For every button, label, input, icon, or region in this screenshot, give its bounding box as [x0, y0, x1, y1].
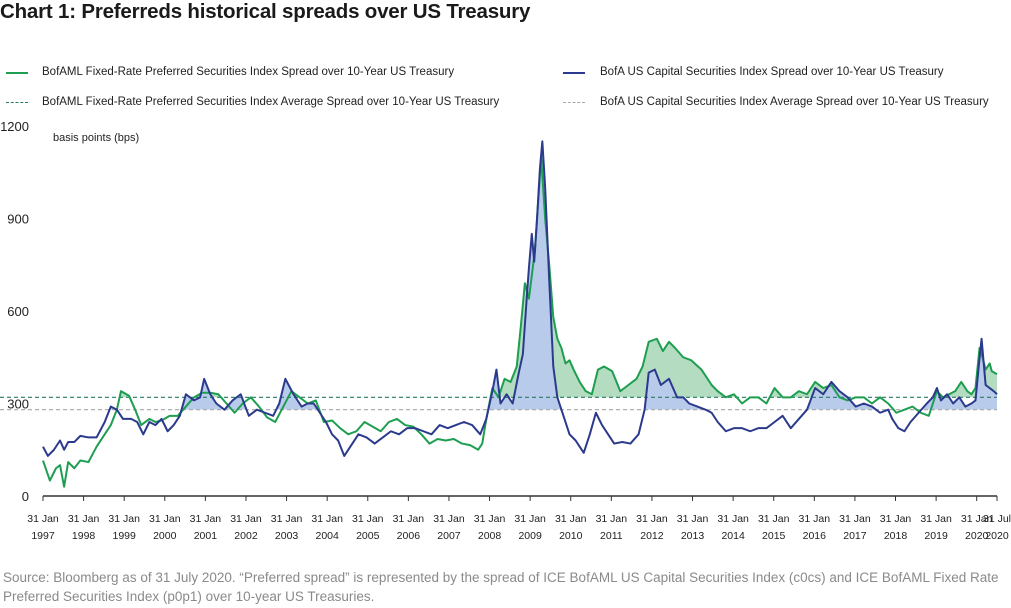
x-tick-label: 31 Jan	[636, 513, 668, 525]
y-tick-label: 300	[7, 397, 29, 412]
x-tick-label: 2010	[559, 530, 583, 542]
x-axis-ticks: 31 Jan 1997 31 Jan 1998 31 Jan 1999 31 Jan 2000…	[27, 496, 1011, 542]
x-tick-label: 31 Jan	[149, 513, 181, 525]
x-tick-label: 31 Jan	[27, 513, 59, 525]
x-tick-label: 31 Jan	[474, 513, 506, 525]
y-tick-label: 600	[7, 304, 29, 319]
x-tick-label: 31 Jan	[393, 513, 425, 525]
x-tick-label: 31 Jan	[799, 513, 831, 525]
fill-fixed-rate-above-average	[43, 156, 997, 398]
legend-swatch-fixed-rate	[6, 72, 28, 74]
x-tick-label: 1997	[31, 530, 55, 542]
legend-swatch-capital-securities	[563, 72, 585, 74]
x-tick-label: 2008	[478, 530, 502, 542]
y-tick-label: 1200	[0, 119, 29, 134]
x-tick-label: 2019	[924, 530, 948, 542]
source-note: Source: Bloomberg as of 31 July 2020. “P…	[3, 570, 999, 604]
x-tick-label: 2018	[884, 530, 908, 542]
x-tick-label: 31 Jan	[717, 513, 749, 525]
y-tick-label: 900	[7, 212, 29, 227]
x-tick-label: 2000	[153, 530, 177, 542]
x-tick-label: 2006	[397, 530, 421, 542]
x-tick-label: 1998	[72, 530, 96, 542]
x-tick-label: 2009	[518, 530, 542, 542]
x-tick-label: 31 Jan	[68, 513, 100, 525]
x-tick-label: 31 Jan	[514, 513, 546, 525]
legend-capital-securities-spread: BofA US Capital Securities Index Spread …	[600, 66, 944, 78]
x-tick-label: 31 Jan	[961, 513, 993, 525]
series-line-capital-securities	[42, 140, 998, 457]
x-tick-label: 31 Jan	[677, 513, 709, 525]
x-tick-label: 31 Jan	[433, 513, 465, 525]
x-tick-label: 1999	[113, 530, 137, 542]
x-tick-label: 2013	[681, 530, 705, 542]
x-tick-label: 31 Jan	[596, 513, 628, 525]
x-tick-label: 31 Jan	[758, 513, 790, 525]
x-tick-label: 2005	[356, 530, 380, 542]
x-tick-label: 31 Jan	[190, 513, 222, 525]
legend-swatch-capital-securities-average	[563, 102, 585, 103]
x-tick-label: 2007	[437, 530, 461, 542]
x-tick-label: 31 Jan	[271, 513, 303, 525]
legend-swatch-fixed-rate-average	[6, 102, 28, 103]
x-tick-label: 2004	[315, 530, 339, 542]
x-tick-label: 2016	[803, 530, 827, 542]
x-tick-label: 31 Jan	[352, 513, 384, 525]
x-tick-label: 31 Jan	[839, 513, 871, 525]
x-tick-label: 2001	[194, 530, 218, 542]
x-tick-label: 2020	[985, 530, 1009, 542]
y-axis-label: basis points (bps)	[53, 132, 139, 144]
y-tick-label: 0	[22, 489, 29, 504]
y-axis-ticks: 0 300 600 900 1200	[0, 119, 29, 504]
fill-capital-securities-above-average	[109, 141, 997, 410]
x-tick-label: 31 Jan	[230, 513, 262, 525]
x-tick-label: 31 Jan	[880, 513, 912, 525]
x-tick-label: 2017	[843, 530, 867, 542]
chart-title: Chart 1: Preferreds historical spreads o…	[0, 0, 531, 23]
x-tick-label: 2002	[234, 530, 258, 542]
x-tick-label: 31 Jan	[108, 513, 140, 525]
x-tick-label: 2014	[721, 530, 745, 542]
series-line-fixed-rate	[42, 155, 998, 488]
spread-fills	[43, 141, 997, 410]
x-tick-label: 31 Jan	[555, 513, 587, 525]
x-tick-label: 31 Jan	[311, 513, 343, 525]
x-tick-label: 2012	[640, 530, 664, 542]
x-tick-label: 2015	[762, 530, 786, 542]
legend-fixed-rate-average: BofAML Fixed-Rate Preferred Securities I…	[42, 96, 500, 108]
x-tick-label: 2003	[275, 530, 299, 542]
x-tick-label: 31 Jan	[920, 513, 952, 525]
x-tick-label: 2020	[965, 530, 989, 542]
x-tick-label: 31 Jul	[983, 513, 1011, 525]
legend-fixed-rate-spread: BofAML Fixed-Rate Preferred Securities I…	[42, 66, 455, 78]
legend-capital-securities-average: BofA US Capital Securities Index Average…	[600, 96, 989, 108]
x-tick-label: 2011	[600, 530, 623, 542]
